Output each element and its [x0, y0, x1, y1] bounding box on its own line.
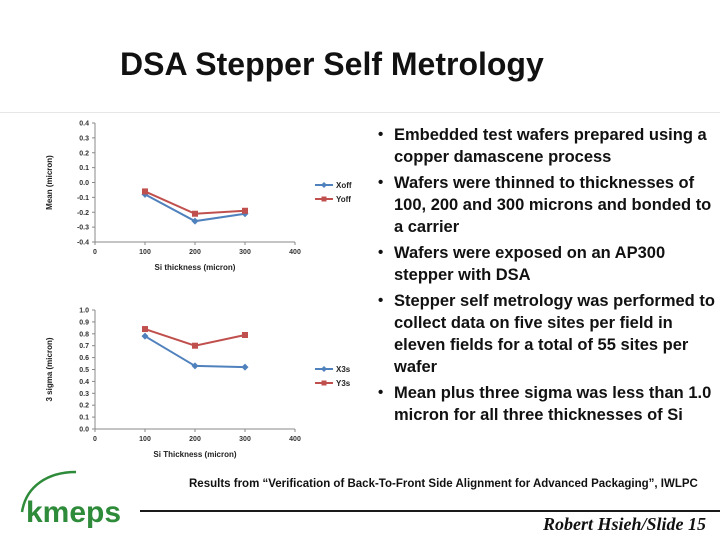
legend-label: Yoff: [336, 195, 351, 204]
mean-offset-chart: 0.4 0.3 0.2 0.1 0.0 -0.1 -0.2 -0.3 -0.4 0 100 200 30…: [45, 121, 352, 273]
data-point-y3s: [142, 326, 148, 333]
y-tick-label: -0.3: [77, 225, 89, 232]
y-tick-label: 0.7: [79, 343, 89, 350]
y-tick-label: -0.1: [77, 195, 89, 202]
data-point-xoff: [191, 217, 199, 225]
bullet-dot-icon: •: [378, 174, 384, 191]
y-axis-title: Mean (micron): [45, 155, 54, 210]
y-tick-label: 0.2: [79, 150, 89, 157]
kmeps-logo: kmeps: [20, 470, 121, 528]
x-tick-label: 300: [239, 436, 251, 443]
y-tick-label: 1.0: [79, 308, 89, 315]
y-tick-label: 0.3: [79, 135, 89, 142]
y-tick-label: 0.4: [79, 379, 89, 386]
title-divider: [0, 112, 720, 113]
data-point-yoff: [242, 207, 248, 214]
bullet-dot-icon: •: [378, 292, 384, 309]
y-tick-label: -0.4: [77, 240, 89, 247]
bullet-dot-icon: •: [378, 384, 384, 401]
logo-swoosh-icon: [20, 470, 77, 513]
bullet-item: • Stepper self metrology was performed to…: [378, 290, 720, 378]
data-point-y3s: [242, 331, 248, 338]
x-tick-label: 300: [239, 249, 251, 256]
x-axis-title: Si thickness (micron): [155, 263, 236, 272]
legend-marker-x3s: [321, 366, 327, 372]
bullet-text: Wafers were thinned to thicknesses of 10…: [394, 174, 712, 236]
bullet-list: • Embedded test wafers prepared using a c…: [378, 124, 720, 430]
x-tick-label: 200: [189, 249, 201, 256]
bullet-dot-icon: •: [378, 126, 384, 143]
bullet-item: • Mean plus three sigma was less than 1.0…: [378, 382, 720, 426]
data-point-yoff: [192, 210, 198, 217]
y-tick-label: 0.3: [79, 391, 89, 398]
bullet-item: • Wafers were exposed on an AP300 stepper…: [378, 242, 720, 286]
logo-text: kmeps: [26, 496, 121, 528]
y-tick-label: 0.2: [79, 403, 89, 410]
legend-label: Y3s: [336, 379, 351, 388]
bullet-item: • Embedded test wafers prepared using a c…: [378, 124, 720, 168]
bullet-text: Mean plus three sigma was less than 1.0 …: [394, 384, 712, 424]
data-point-y3s: [192, 342, 198, 349]
legend-label: Xoff: [336, 181, 352, 190]
y-tick-label: 0.5: [79, 367, 89, 374]
source-citation: Results from “Verification of Back-To-Fr…: [189, 478, 698, 490]
footer-divider: [140, 510, 720, 512]
x-tick-label: 0: [93, 249, 97, 256]
y-tick-label: 0.6: [79, 355, 89, 362]
x-tick-label: 200: [189, 436, 201, 443]
y-tick-label: -0.2: [77, 210, 89, 217]
bullet-text: Wafers were exposed on an AP300 stepper …: [394, 244, 666, 284]
data-point-x3s: [141, 332, 149, 340]
data-point-x3s: [191, 362, 199, 370]
data-point-yoff: [142, 188, 148, 195]
y-tick-label: 0.9: [79, 319, 89, 326]
legend-marker-xoff: [321, 182, 327, 188]
x-axis-title: Si Thickness (micron): [153, 450, 236, 459]
legend-marker-y3s: [321, 380, 327, 386]
bullet-dot-icon: •: [378, 244, 384, 261]
x-tick-label: 100: [139, 249, 151, 256]
y-tick-label: 0.4: [79, 121, 89, 128]
slide-title: DSA Stepper Self Metrology: [120, 46, 544, 82]
legend-marker-yoff: [321, 196, 327, 202]
x-tick-label: 0: [93, 436, 97, 443]
bullet-item: • Wafers were thinned to thicknesses of 1…: [378, 172, 720, 238]
bullet-text: Embedded test wafers prepared using a co…: [394, 126, 707, 166]
x-tick-label: 100: [139, 436, 151, 443]
y-tick-label: 0.1: [79, 415, 89, 422]
y-tick-label: 0.0: [79, 427, 89, 434]
y-tick-label: 0.8: [79, 331, 89, 338]
slide-number: Robert Hsieh/Slide 15: [542, 514, 706, 534]
y-axis-title: 3 sigma (micron): [45, 337, 54, 401]
y-tick-label: 0.0: [79, 180, 89, 187]
x-tick-label: 400: [289, 249, 301, 256]
legend-label: X3s: [336, 365, 351, 374]
three-sigma-chart: 1.0 0.9 0.8 0.7 0.6 0.5 0.4 0.3 0.2 0.1 0.0 0 100 200…: [45, 308, 351, 460]
bullet-text: Stepper self metrology was performed to …: [394, 292, 715, 376]
data-point-x3s: [241, 363, 249, 371]
y-tick-label: 0.1: [79, 165, 89, 172]
x-tick-label: 400: [289, 436, 301, 443]
